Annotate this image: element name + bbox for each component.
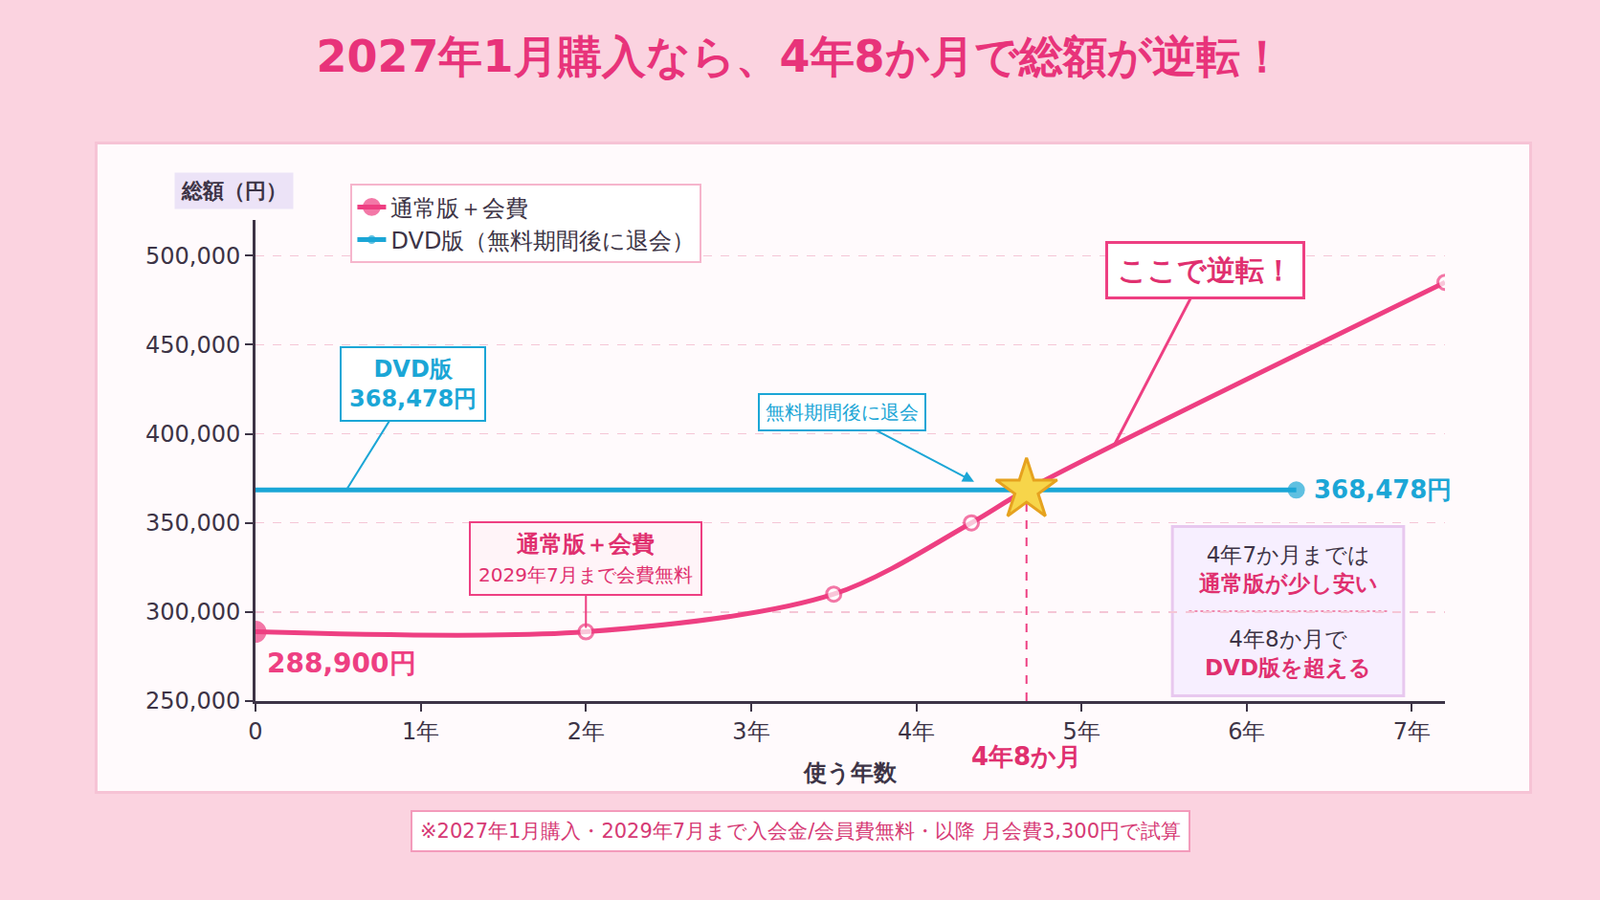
svg-text:DVD版368,478円: DVD版368,478円 bbox=[349, 355, 477, 413]
svg-text:使う年数: 使う年数 bbox=[802, 759, 898, 787]
svg-text:1年: 1年 bbox=[401, 718, 440, 746]
svg-text:総額（円）: 総額（円） bbox=[180, 178, 288, 203]
svg-text:通常版＋会費: 通常版＋会費 bbox=[390, 195, 529, 223]
svg-text:4年: 4年 bbox=[897, 718, 935, 746]
svg-text:4年8か月: 4年8か月 bbox=[971, 742, 1082, 772]
svg-text:※2027年1月購入・2029年7月まで入会金/会員費無料・: ※2027年1月購入・2029年7月まで入会金/会員費無料・以降 月会費3,30… bbox=[420, 820, 1181, 844]
svg-text:250,000: 250,000 bbox=[145, 688, 241, 715]
svg-text:288,900円: 288,900円 bbox=[266, 647, 417, 680]
svg-text:300,000: 300,000 bbox=[145, 599, 241, 626]
svg-text:3年: 3年 bbox=[732, 718, 770, 746]
svg-text:4年8か月でDVD版を超える: 4年8か月でDVD版を超える bbox=[1204, 626, 1372, 681]
svg-text:5年: 5年 bbox=[1063, 718, 1101, 746]
svg-text:無料期間後に退会: 無料期間後に退会 bbox=[765, 400, 919, 424]
svg-text:通常版＋会費2029年7月まで会費無料: 通常版＋会費2029年7月まで会費無料 bbox=[478, 531, 693, 587]
svg-text:6年: 6年 bbox=[1227, 718, 1266, 746]
svg-text:4年7か月までは通常版が少し安い: 4年7か月までは通常版が少し安い bbox=[1198, 542, 1378, 597]
svg-text:DVD版（無料期間後に退会）: DVD版（無料期間後に退会） bbox=[390, 227, 695, 255]
svg-text:350,000: 350,000 bbox=[145, 510, 241, 537]
svg-text:7年: 7年 bbox=[1393, 718, 1431, 746]
svg-text:2027年1月購入なら、4年8か月で総額が逆転！: 2027年1月購入なら、4年8か月で総額が逆転！ bbox=[315, 30, 1284, 83]
svg-text:368,478円: 368,478円 bbox=[1313, 475, 1452, 505]
svg-text:400,000: 400,000 bbox=[145, 421, 241, 448]
svg-text:2年: 2年 bbox=[567, 718, 605, 746]
svg-text:450,000: 450,000 bbox=[145, 332, 241, 359]
svg-text:0: 0 bbox=[247, 718, 263, 746]
svg-text:ここで逆転！: ここで逆転！ bbox=[1117, 253, 1293, 288]
svg-text:500,000: 500,000 bbox=[145, 243, 241, 270]
